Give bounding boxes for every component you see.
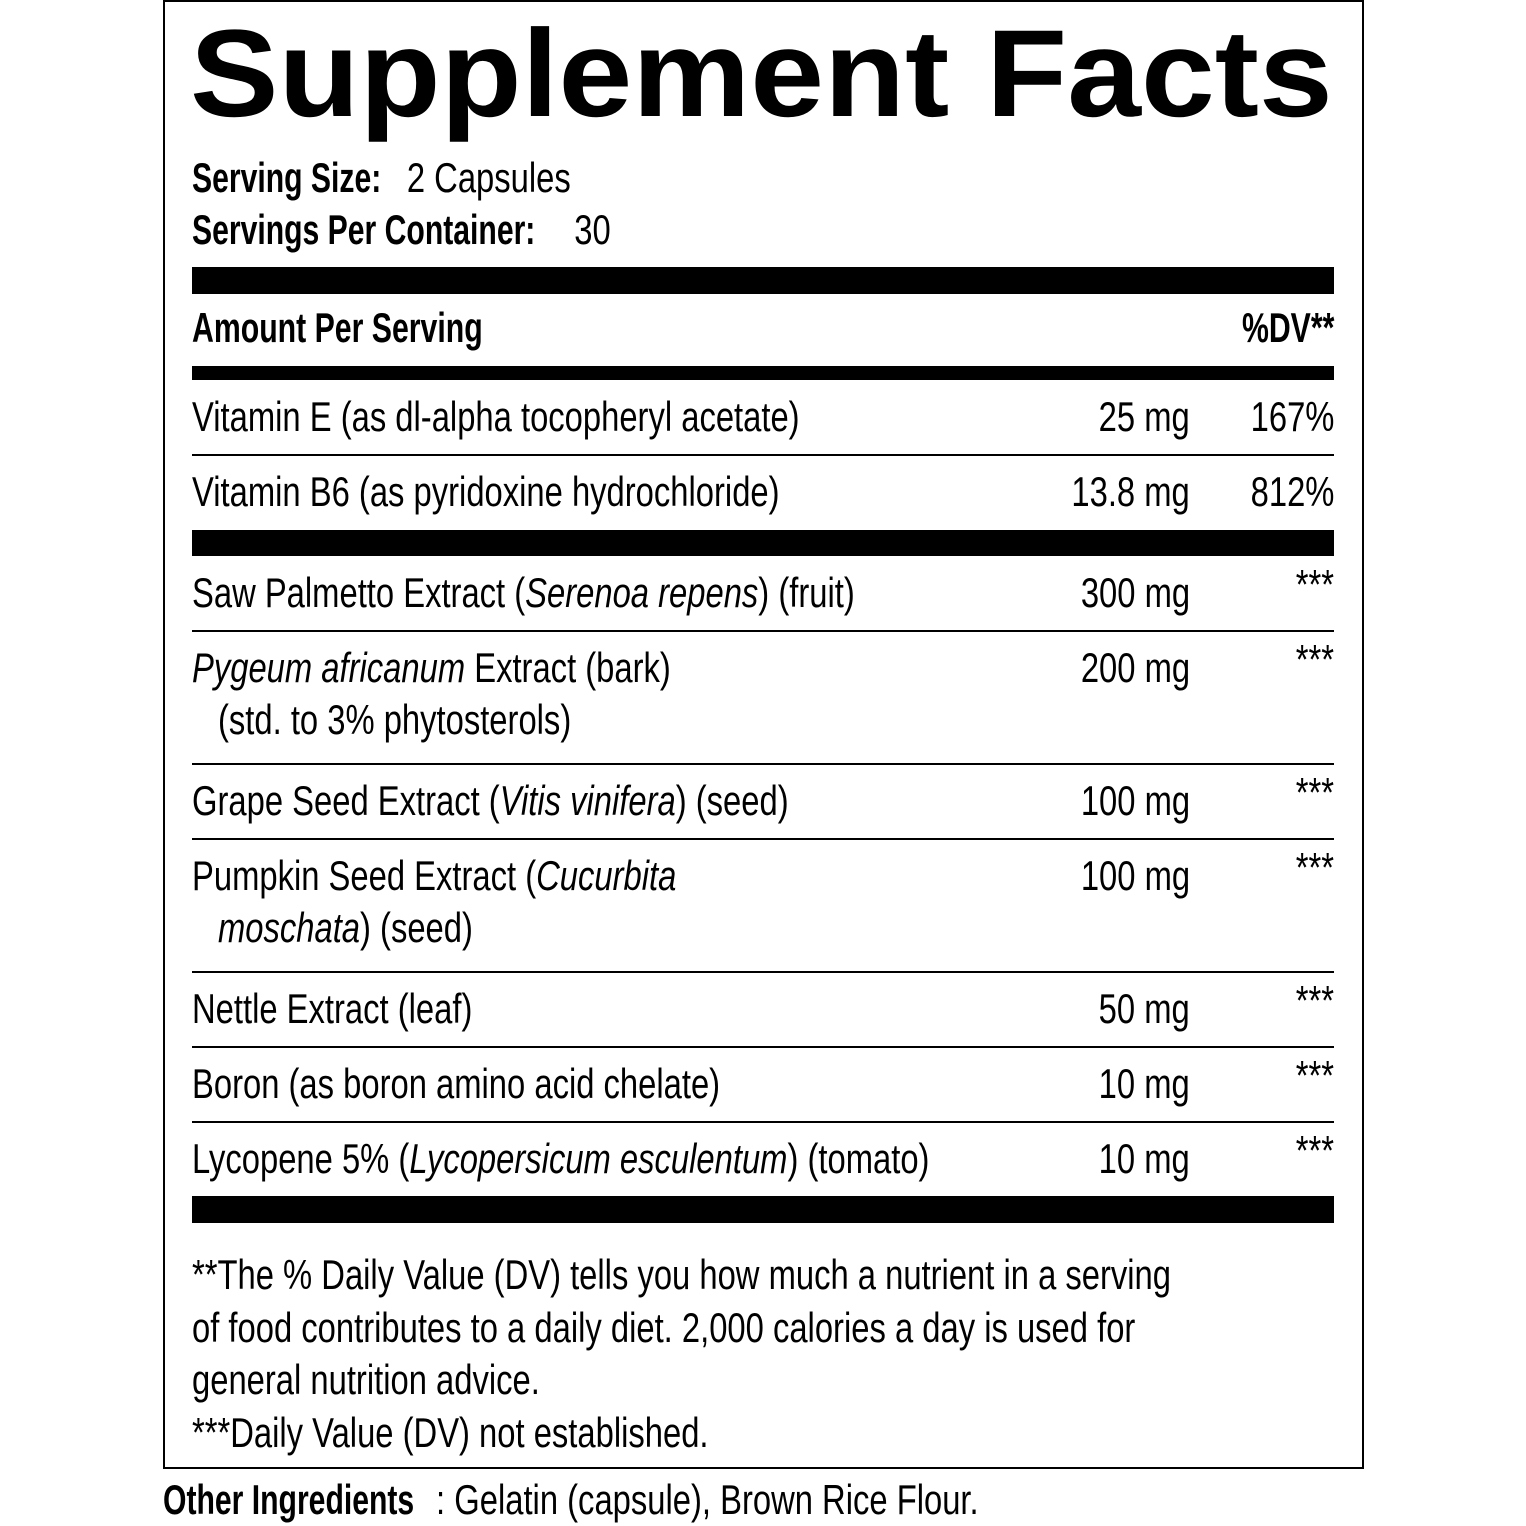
amount-header: Amount Per Serving xyxy=(192,304,483,351)
name-segment: Vitamin B6 (as pyridoxine hydrochloride) xyxy=(192,468,780,515)
other-ingredients-label: Other Ingredients xyxy=(163,1476,415,1523)
name-segment: Boron (as boron amino acid chelate) xyxy=(192,1060,721,1107)
other-ingredients-value: : Gelatin (capsule), Brown Rice Flour. xyxy=(436,1476,979,1523)
footnote: ***Daily Value (DV) not established. xyxy=(192,1408,709,1456)
daily-value: *** xyxy=(1295,1052,1334,1099)
daily-value: *** xyxy=(1295,977,1334,1024)
amount: 100 mg xyxy=(1080,852,1190,899)
name-segment: (std. to 3% phytosterols) xyxy=(218,696,572,743)
ingredient-name: Pygeum africanum Extract (bark) xyxy=(192,647,671,689)
amount: 300 mg xyxy=(1080,569,1190,616)
footnote: general nutrition advice. xyxy=(192,1356,540,1403)
name-segment: ) (seed) xyxy=(675,777,789,824)
amount: 13.8 mg xyxy=(1071,468,1190,515)
ingredient-name: moschata) (seed) xyxy=(218,907,473,949)
ingredient-name: Lycopene 5% (Lycopersicum esculentum) (t… xyxy=(192,1138,929,1180)
row-divider xyxy=(192,454,1334,456)
name-segment: Extract (bark) xyxy=(465,644,671,691)
name-segment: Saw Palmetto Extract ( xyxy=(192,569,526,616)
amount: 100 mg xyxy=(1080,777,1190,824)
servings-per-container-value: 30 xyxy=(574,206,611,253)
daily-value: 167% xyxy=(1250,393,1334,440)
name-segment: ) (seed) xyxy=(360,904,473,951)
ingredient-name: Saw Palmetto Extract (Serenoa repens) (f… xyxy=(192,572,855,614)
daily-value: *** xyxy=(1295,844,1334,891)
thick-divider xyxy=(192,1196,1334,1223)
row-divider xyxy=(192,763,1334,765)
amount: 25 mg xyxy=(1098,393,1190,440)
servings-per-container-label: Servings Per Container: xyxy=(192,206,536,253)
daily-value: *** xyxy=(1295,769,1334,816)
ingredient-name: Grape Seed Extract (Vitis vinifera) (see… xyxy=(192,780,789,822)
name-segment: ) (tomato) xyxy=(787,1135,930,1182)
footnote: **The % Daily Value (DV) tells you how m… xyxy=(192,1251,1171,1298)
ingredient-name: Vitamin B6 (as pyridoxine hydrochloride) xyxy=(192,471,780,513)
amount: 50 mg xyxy=(1098,985,1190,1032)
serving-size: Serving Size: 2 Capsules xyxy=(192,157,571,199)
name-segment: Vitamin E (as dl-alpha tocopheryl acetat… xyxy=(192,393,800,440)
row-divider xyxy=(192,1121,1334,1123)
ingredient-name: Vitamin E (as dl-alpha tocopheryl acetat… xyxy=(192,396,800,438)
amount: 10 mg xyxy=(1098,1135,1190,1182)
serving-size-label: Serving Size: xyxy=(192,154,382,201)
medium-divider xyxy=(192,366,1334,380)
name-segment: Nettle Extract (leaf) xyxy=(192,985,473,1032)
row-divider xyxy=(192,971,1334,973)
name-segment: Vitis vinifera xyxy=(499,777,676,824)
name-segment: Pumpkin Seed Extract ( xyxy=(192,852,537,899)
other-ingredients: Other Ingredients : Gelatin (capsule), Br… xyxy=(163,1479,979,1521)
amount: 10 mg xyxy=(1098,1060,1190,1107)
servings-per-container: Servings Per Container: 30 xyxy=(192,209,611,251)
name-segment: moschata xyxy=(218,904,361,951)
daily-value: *** xyxy=(1295,636,1334,683)
dv-header: %DV** xyxy=(1241,304,1334,351)
name-segment: Pygeum africanum xyxy=(192,644,466,691)
title: Supplement Facts xyxy=(190,5,1333,143)
ingredient-name: Boron (as boron amino acid chelate) xyxy=(192,1063,720,1105)
daily-value: 812% xyxy=(1250,468,1334,515)
row-divider xyxy=(192,838,1334,840)
ingredient-name: (std. to 3% phytosterols) xyxy=(218,699,571,741)
daily-value: *** xyxy=(1295,1127,1334,1174)
name-segment: Lycopersicum esculentum xyxy=(409,1135,788,1182)
label-border xyxy=(163,0,1364,1469)
row-divider xyxy=(192,630,1334,632)
name-segment: Cucurbita xyxy=(536,852,677,899)
ingredient-name: Nettle Extract (leaf) xyxy=(192,988,472,1030)
ingredient-name: Pumpkin Seed Extract (Cucurbita xyxy=(192,855,676,897)
name-segment: Lycopene 5% ( xyxy=(192,1135,410,1182)
serving-size-value: 2 Capsules xyxy=(406,154,571,201)
thick-divider xyxy=(192,267,1334,294)
thick-divider xyxy=(192,530,1334,556)
name-segment: Grape Seed Extract ( xyxy=(192,777,500,824)
daily-value: *** xyxy=(1295,561,1334,608)
row-divider xyxy=(192,1046,1334,1048)
name-segment: Serenoa repens xyxy=(525,569,759,616)
name-segment: ) (fruit) xyxy=(758,569,855,616)
footnote: of food contributes to a daily diet. 2,0… xyxy=(192,1303,1136,1351)
amount: 200 mg xyxy=(1080,644,1190,691)
